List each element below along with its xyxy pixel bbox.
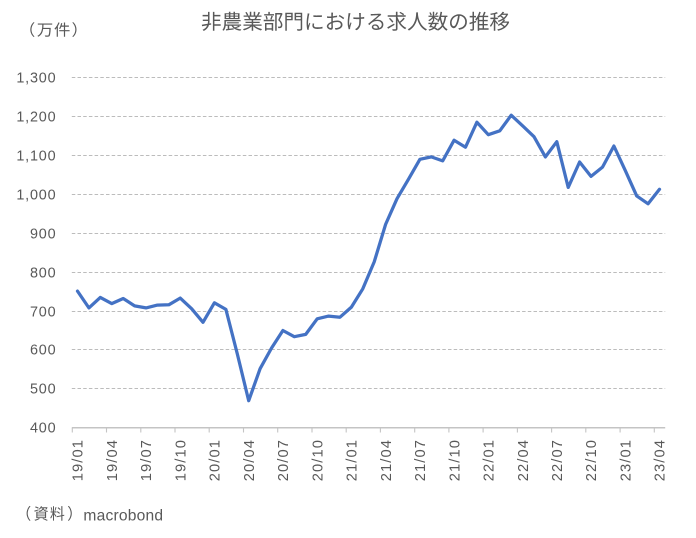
svg-text:600: 600 <box>30 342 56 358</box>
svg-text:700: 700 <box>30 304 56 320</box>
svg-text:21/10: 21/10 <box>447 439 463 481</box>
svg-text:21/01: 21/01 <box>345 439 361 481</box>
svg-text:22/10: 22/10 <box>584 439 600 481</box>
svg-text:19/07: 19/07 <box>139 439 155 481</box>
svg-text:19/01: 19/01 <box>71 439 87 481</box>
svg-text:800: 800 <box>30 265 56 281</box>
svg-text:21/07: 21/07 <box>413 439 429 481</box>
svg-text:500: 500 <box>30 381 56 397</box>
svg-text:20/01: 20/01 <box>208 439 224 481</box>
svg-text:22/04: 22/04 <box>516 439 532 481</box>
svg-text:22/01: 22/01 <box>482 439 498 481</box>
svg-text:1,100: 1,100 <box>16 148 56 164</box>
svg-text:23/04: 23/04 <box>653 439 669 481</box>
svg-text:900: 900 <box>30 226 56 242</box>
svg-text:400: 400 <box>30 420 56 436</box>
svg-text:20/10: 20/10 <box>310 439 326 481</box>
svg-text:21/04: 21/04 <box>379 439 395 481</box>
svg-text:20/07: 20/07 <box>276 439 292 481</box>
svg-text:20/04: 20/04 <box>242 439 258 481</box>
svg-text:1,200: 1,200 <box>16 109 56 125</box>
svg-text:22/07: 22/07 <box>550 439 566 481</box>
svg-text:1,300: 1,300 <box>16 70 56 86</box>
svg-text:macrobond: macrobond <box>83 507 163 524</box>
svg-text:1,000: 1,000 <box>16 187 56 203</box>
svg-text:19/10: 19/10 <box>173 439 189 481</box>
svg-text:19/04: 19/04 <box>105 439 121 481</box>
svg-text:23/01: 23/01 <box>619 439 635 481</box>
